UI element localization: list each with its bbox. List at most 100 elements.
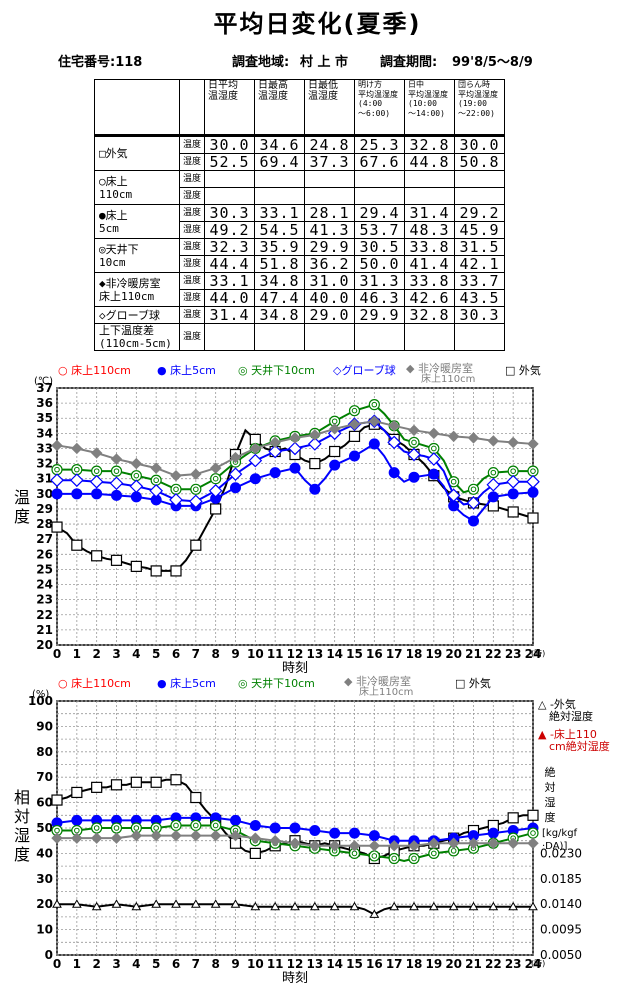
data-point <box>428 847 440 859</box>
data-point <box>129 479 144 494</box>
data-point <box>111 899 122 908</box>
y-axis-label: 相対湿度 <box>14 788 30 864</box>
right-legend: △ -外気 絶対湿度 ▲ -床上110 cm絶対湿度 <box>538 697 610 753</box>
data-point <box>130 560 142 572</box>
data-point <box>348 418 361 430</box>
x-tick-label: 22 <box>485 957 502 971</box>
marker-inner <box>74 466 80 473</box>
hum-label: 湿度 <box>179 221 205 239</box>
right-legend-line: ▲ -床上110 <box>538 727 597 741</box>
table-header-row: 日平均 温湿度 日最高 温湿度 日最低 温湿度 明け方 平均温湿度 (4:00 ～6:00) 日中平… <box>94 79 505 136</box>
data-point <box>487 435 500 447</box>
area-value: 村 上 市 <box>300 55 349 70</box>
hum-value: 51.8 <box>254 255 305 273</box>
y-axis-label-char: 相 <box>14 788 30 807</box>
y-tick-label: 30 <box>36 872 53 886</box>
x-tick-label: 17 <box>386 957 403 971</box>
data-point <box>110 554 123 566</box>
data-point <box>447 430 460 443</box>
x-tick-label: 2 <box>92 957 100 971</box>
x-tick-label: 3 <box>112 647 120 661</box>
data-point <box>130 491 142 503</box>
marker-inner <box>391 855 397 862</box>
temp-value: 33.8 <box>404 238 455 256</box>
x-tick-label: 9 <box>231 957 239 971</box>
marker-outer <box>527 465 539 477</box>
temp-label: 温度 <box>179 204 205 222</box>
data-point <box>188 494 203 509</box>
hum-value: 41.4 <box>404 255 455 273</box>
hum-value: 46.3 <box>354 289 405 307</box>
data-point <box>388 467 400 479</box>
data-point <box>209 462 222 474</box>
x-tick-label: 24 <box>525 647 542 661</box>
data-point <box>269 834 281 847</box>
temp-value: 35.9 <box>254 238 305 256</box>
hum-value: 48.3 <box>404 221 455 239</box>
marker-outer <box>110 465 123 477</box>
x-tick-label: 15 <box>346 957 363 971</box>
x-tick-label: 19 <box>425 647 442 661</box>
data-point <box>467 483 480 495</box>
y-axis-label-char: 温 <box>14 488 30 507</box>
data-point <box>407 447 421 462</box>
humidity-chart: 0 1 2 3 4 5 6 7 8 9 10 11 12 13 14 15 16 17 18 19 20 21 22 23 24… <box>14 674 610 986</box>
data-point <box>51 832 63 844</box>
temp-label: 温度 <box>179 170 205 188</box>
data-point <box>71 786 83 799</box>
data-point <box>230 899 241 908</box>
data-point <box>348 430 361 442</box>
y-axis-label-char: 度 <box>14 845 30 864</box>
data-point <box>467 837 480 849</box>
row-label: ◇グローブ球 <box>94 306 180 324</box>
y-tick-label: 35 <box>36 411 53 425</box>
y-tick-label: 31 <box>36 472 53 486</box>
hum-value: 42.6 <box>404 289 455 307</box>
data-point <box>329 459 341 471</box>
hum-label: 湿度 <box>179 289 205 307</box>
x-tick-label: 2 <box>92 647 100 661</box>
hum-value: 50.0 <box>354 255 405 273</box>
data-point <box>230 814 241 826</box>
x-tick-label: 23 <box>505 957 522 971</box>
data-point <box>170 483 182 495</box>
column-header: 日最低 温湿度 <box>304 79 355 136</box>
data-point <box>368 830 380 842</box>
data-point <box>110 779 123 791</box>
legend: ○ 床上110cm ● 床上5cm ◎ 天井下10cm ◇グローブ球 ◆ 非冷暖房室床上… <box>58 361 541 385</box>
data-point <box>150 829 162 842</box>
summary-table: 日平均 温湿度 日最高 温湿度 日最低 温湿度 明け方 平均温湿度 (4:00 ～6:00) 日中平… <box>94 79 505 351</box>
temp-value <box>354 170 405 188</box>
temp-value: 33.1 <box>204 272 255 290</box>
marker-inner <box>411 439 417 446</box>
y-tick-label: 10 <box>36 923 53 937</box>
data-point <box>90 832 103 844</box>
data-point <box>111 489 122 501</box>
y-tick-label: 60 <box>36 796 53 810</box>
y-tick-label: 22 <box>36 608 53 622</box>
legend-item: ◎ 天井下10cm <box>238 363 315 377</box>
marker-inner <box>153 477 159 484</box>
row-label: □外気 <box>94 134 180 171</box>
table-row: ◆非冷暖房室 床上110cm 温度 33.1 34.8 31.0 31.3 33.8 33.7 <box>94 272 505 307</box>
x-tick-label: 0 <box>53 647 61 661</box>
marker-inner <box>173 822 179 829</box>
period-label: 調査期間: <box>380 55 438 70</box>
temp-value: 29.9 <box>304 238 355 256</box>
data-point <box>528 901 538 911</box>
y-tick-label: 21 <box>36 623 53 637</box>
temp-value: 31.5 <box>454 238 505 256</box>
marker-inner <box>173 486 179 493</box>
data-point <box>71 488 83 500</box>
data-point <box>507 436 519 449</box>
row-label: ◎天井下 10cm <box>94 238 180 273</box>
legend-item: ◆ 非冷暖房室 <box>406 361 473 375</box>
data-point <box>269 467 281 479</box>
x-tick-label: 8 <box>211 647 219 661</box>
data-point <box>486 477 501 492</box>
data-point <box>170 819 182 832</box>
data-point <box>526 474 540 489</box>
hum-value: 40.0 <box>304 289 355 307</box>
row-label: ●床上 5cm <box>94 204 180 239</box>
data-point <box>408 436 420 449</box>
